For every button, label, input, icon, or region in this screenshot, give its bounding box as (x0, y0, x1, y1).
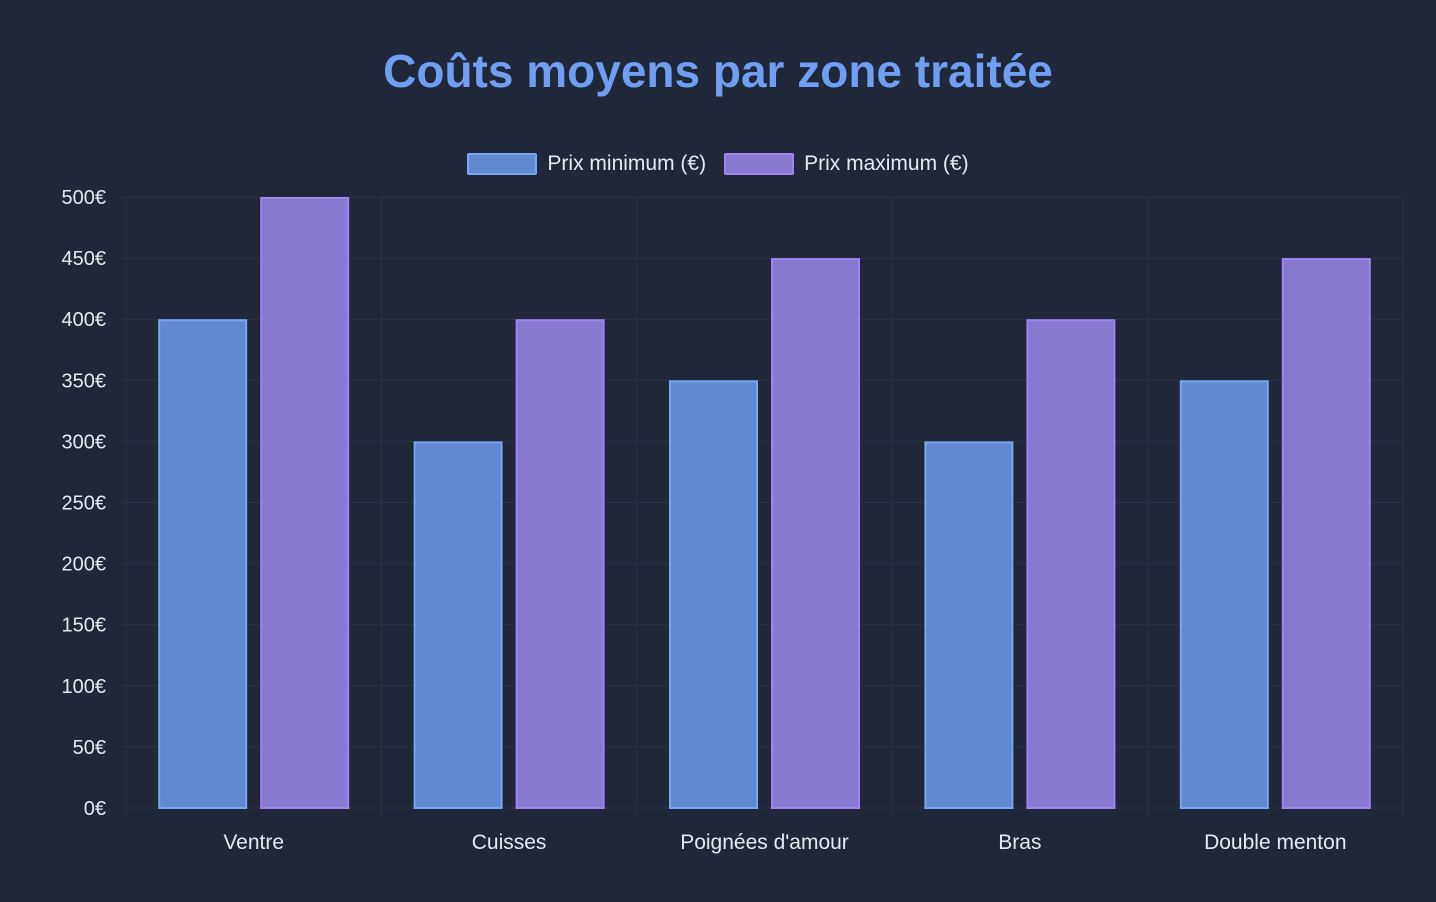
legend-label-max: Prix maximum (€) (804, 152, 969, 175)
bar-min[interactable] (1179, 380, 1269, 809)
bar-max[interactable] (1026, 319, 1116, 809)
axis-layer: 0€ 50€ 100€ 150€ 200€ 250€ 300€ 350€ 400€ 450€ 500… (62, 187, 1347, 854)
bar-min[interactable] (158, 319, 248, 809)
y-tick-label: 0€ (84, 798, 106, 820)
x-tick-label: Ventre (223, 831, 284, 854)
legend-swatch-min (467, 153, 538, 175)
y-tick-label: 300€ (62, 431, 107, 453)
legend-item-min[interactable]: Prix minimum (€) (467, 152, 706, 176)
y-tick-label: 50€ (73, 737, 106, 759)
bar-min[interactable] (669, 380, 758, 809)
y-tick-label: 250€ (62, 493, 107, 515)
bar-max[interactable] (771, 258, 860, 810)
bars-layer (158, 197, 1371, 810)
x-tick-label: Bras (998, 831, 1041, 854)
x-tick-label: Double menton (1204, 831, 1346, 854)
y-tick-label: 450€ (62, 248, 107, 270)
chart-legend: Prix minimum (€) Prix maximum (€) (0, 152, 1436, 176)
chart-title: Coûts moyens par zone traitée (383, 45, 1053, 97)
y-tick-label: 150€ (62, 615, 107, 637)
bar-max[interactable] (1281, 258, 1371, 810)
legend-label-min: Prix minimum (€) (547, 152, 707, 175)
bar-max[interactable] (515, 319, 605, 809)
y-tick-label: 500€ (62, 187, 107, 209)
x-tick-label: Cuisses (472, 831, 547, 854)
bar-max[interactable] (260, 197, 350, 809)
bar-min[interactable] (413, 441, 503, 809)
y-tick-label: 200€ (62, 554, 107, 576)
legend-item-max[interactable]: Prix maximum (€) (724, 152, 969, 176)
y-tick-label: 350€ (62, 370, 107, 392)
legend-swatch-max (724, 153, 795, 175)
bar-min[interactable] (924, 441, 1014, 809)
y-tick-label: 100€ (62, 676, 107, 698)
x-tick-label: Poignées d'amour (680, 831, 849, 854)
y-tick-label: 400€ (62, 309, 107, 331)
